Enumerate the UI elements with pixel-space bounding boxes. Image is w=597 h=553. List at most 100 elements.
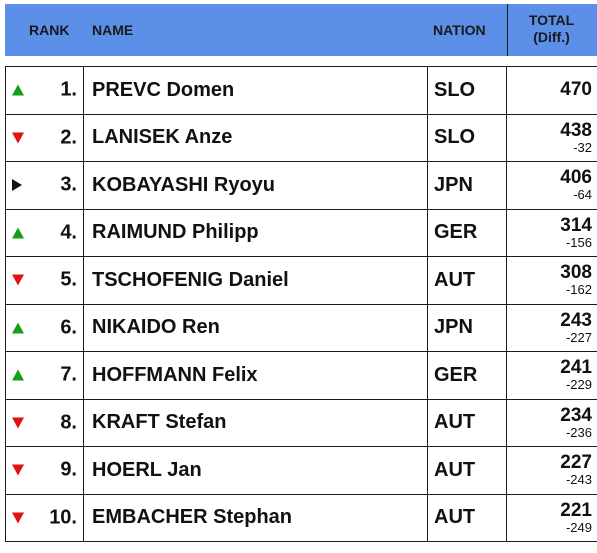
total-points: 234 bbox=[560, 404, 592, 426]
table-row: 9. HOERL Jan AUT 227 -243 bbox=[5, 446, 597, 495]
arrow-down-icon bbox=[12, 132, 24, 144]
total-points: 438 bbox=[560, 119, 592, 141]
nation-code: GER bbox=[434, 221, 478, 244]
nation-cell: JPN bbox=[427, 161, 507, 210]
standings-table: 1. PREVC Domen SLO 470 2. LANISEK Anze S… bbox=[5, 66, 597, 542]
athlete-name: TSCHOFENIG Daniel bbox=[92, 268, 289, 291]
athlete-name: HOERL Jan bbox=[92, 458, 202, 481]
rank-cell: 10. bbox=[5, 493, 84, 542]
arrow-down-icon bbox=[12, 464, 24, 476]
table-row: 5. TSCHOFENIG Daniel AUT 308 -162 bbox=[5, 256, 597, 305]
points-diff: -243 bbox=[565, 472, 592, 488]
points-diff: -249 bbox=[565, 519, 592, 535]
total-points: 406 bbox=[560, 167, 592, 189]
nation-cell: GER bbox=[427, 351, 507, 400]
arrow-up-icon bbox=[12, 322, 24, 334]
rank-cell: 9. bbox=[5, 446, 84, 495]
nation-code: JPN bbox=[434, 173, 473, 196]
header-diff-label: (Diff.) bbox=[533, 29, 570, 45]
name-cell: PREVC Domen bbox=[83, 66, 428, 115]
nation-code: AUT bbox=[434, 268, 476, 291]
rank-number: 5. bbox=[60, 268, 77, 291]
table-row: 1. PREVC Domen SLO 470 bbox=[5, 66, 597, 115]
nation-cell: SLO bbox=[427, 113, 507, 162]
athlete-name: NIKAIDO Ren bbox=[92, 316, 220, 339]
rank-number: 4. bbox=[60, 221, 77, 244]
rank-number: 2. bbox=[60, 126, 77, 149]
nation-code: AUT bbox=[434, 411, 476, 434]
rank-cell: 7. bbox=[5, 351, 84, 400]
arrow-down-icon bbox=[12, 512, 24, 524]
athlete-name: KOBAYASHI Ryoyu bbox=[92, 173, 276, 196]
name-cell: NIKAIDO Ren bbox=[83, 303, 428, 352]
total-cell: 234 -236 bbox=[506, 398, 597, 447]
rank-number: 3. bbox=[60, 173, 77, 196]
nation-cell: SLO bbox=[427, 66, 507, 115]
header-rank: RANK bbox=[29, 22, 70, 38]
name-cell: HOFFMANN Felix bbox=[83, 351, 428, 400]
rank-cell: 2. bbox=[5, 113, 84, 162]
rank-cell: 8. bbox=[5, 398, 84, 447]
name-cell: RAIMUND Philipp bbox=[83, 208, 428, 257]
total-points: 470 bbox=[560, 79, 592, 101]
name-cell: KRAFT Stefan bbox=[83, 398, 428, 447]
header-nation: NATION bbox=[433, 22, 486, 38]
total-cell: 314 -156 bbox=[506, 208, 597, 257]
rank-cell: 6. bbox=[5, 303, 84, 352]
standings-body: 1. PREVC Domen SLO 470 2. LANISEK Anze S… bbox=[5, 66, 597, 542]
athlete-name: PREVC Domen bbox=[92, 78, 235, 101]
total-points: 221 bbox=[560, 499, 592, 521]
nation-code: SLO bbox=[434, 78, 476, 101]
points-diff: -227 bbox=[565, 329, 592, 345]
total-cell: 308 -162 bbox=[506, 256, 597, 305]
nation-cell: GER bbox=[427, 208, 507, 257]
nation-code: SLO bbox=[434, 126, 476, 149]
name-cell: HOERL Jan bbox=[83, 446, 428, 495]
points-diff: -229 bbox=[565, 377, 592, 393]
nation-cell: AUT bbox=[427, 256, 507, 305]
table-header: RANK NAME NATION TOTAL (Diff.) bbox=[5, 4, 597, 56]
total-points: 227 bbox=[560, 452, 592, 474]
total-cell: 406 -64 bbox=[506, 161, 597, 210]
rank-number: 6. bbox=[60, 316, 77, 339]
nation-cell: JPN bbox=[427, 303, 507, 352]
table-row: 8. KRAFT Stefan AUT 234 -236 bbox=[5, 398, 597, 447]
points-diff: -156 bbox=[565, 234, 592, 250]
header-total: TOTAL (Diff.) bbox=[507, 4, 595, 56]
total-cell: 221 -249 bbox=[506, 493, 597, 542]
nation-code: GER bbox=[434, 363, 478, 386]
points-diff: -32 bbox=[573, 139, 592, 155]
athlete-name: LANISEK Anze bbox=[92, 126, 233, 149]
name-cell: EMBACHER Stephan bbox=[83, 493, 428, 542]
rank-cell: 5. bbox=[5, 256, 84, 305]
rank-number: 10. bbox=[49, 506, 77, 529]
nation-cell: AUT bbox=[427, 493, 507, 542]
nation-cell: AUT bbox=[427, 446, 507, 495]
rank-cell: 4. bbox=[5, 208, 84, 257]
table-row: 2. LANISEK Anze SLO 438 -32 bbox=[5, 113, 597, 162]
total-points: 241 bbox=[560, 357, 592, 379]
rank-number: 8. bbox=[60, 411, 77, 434]
nation-cell: AUT bbox=[427, 398, 507, 447]
total-points: 308 bbox=[560, 262, 592, 284]
total-cell: 243 -227 bbox=[506, 303, 597, 352]
nation-code: AUT bbox=[434, 458, 476, 481]
header-total-label: TOTAL bbox=[528, 12, 575, 28]
athlete-name: EMBACHER Stephan bbox=[92, 506, 293, 529]
athlete-name: HOFFMANN Felix bbox=[92, 363, 258, 386]
header-name: NAME bbox=[92, 22, 134, 38]
total-cell: 438 -32 bbox=[506, 113, 597, 162]
name-cell: TSCHOFENIG Daniel bbox=[83, 256, 428, 305]
points-diff: -162 bbox=[565, 282, 592, 298]
athlete-name: KRAFT Stefan bbox=[92, 411, 227, 434]
rank-cell: 3. bbox=[5, 161, 84, 210]
arrow-down-icon bbox=[12, 274, 24, 286]
rank-cell: 1. bbox=[5, 66, 84, 115]
name-cell: LANISEK Anze bbox=[83, 113, 428, 162]
points-diff: -64 bbox=[573, 187, 592, 203]
arrow-up-icon bbox=[12, 227, 24, 239]
rank-number: 1. bbox=[60, 78, 77, 101]
total-points: 243 bbox=[560, 309, 592, 331]
arrow-up-icon bbox=[12, 369, 24, 381]
table-row: 4. RAIMUND Philipp GER 314 -156 bbox=[5, 208, 597, 257]
